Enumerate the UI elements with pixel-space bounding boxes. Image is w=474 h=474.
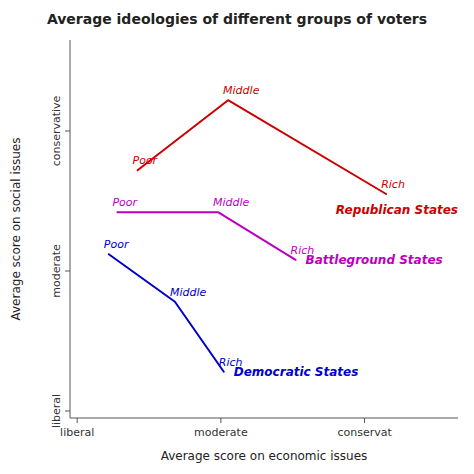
point-label: Poor [112, 196, 138, 209]
y-axis-label: Average score on social issues [9, 137, 23, 320]
x-tick [77, 418, 78, 423]
series-label: Republican States [336, 203, 458, 217]
point-label: Rich [381, 178, 405, 191]
y-tick-label: liberal [50, 394, 63, 428]
series-label: Battleground States [306, 253, 443, 267]
x-tick [364, 418, 365, 423]
y-tick [65, 131, 70, 132]
series-line [117, 212, 295, 260]
point-label: Middle [223, 84, 260, 97]
x-tick-label: conservat [337, 426, 392, 439]
point-label: Poor [104, 238, 130, 251]
plot-area [109, 100, 386, 372]
title: Average ideologies of different groups o… [47, 11, 427, 27]
y-tick-label: conservative [50, 95, 63, 166]
x-axis-label: Average score on economic issues [161, 449, 368, 463]
x-tick [220, 418, 221, 423]
x-tick-label: liberal [60, 426, 94, 439]
y-tick [65, 411, 70, 412]
x-tick-label: moderate [194, 426, 248, 439]
point-label: Middle [213, 196, 250, 209]
chart: Average ideologies of different groups o… [0, 0, 474, 474]
series-line [138, 100, 387, 194]
series-label: Democratic States [234, 365, 359, 379]
labels: Poor Middle Rich Republican States Poor Middl… [104, 84, 458, 379]
x-axis-line [70, 418, 458, 419]
point-label: Middle [170, 286, 207, 299]
y-tick [65, 271, 70, 272]
series-line [109, 254, 224, 372]
y-tick-label: moderate [50, 244, 63, 298]
y-axis-line [70, 40, 71, 418]
point-label: Poor [133, 154, 159, 167]
